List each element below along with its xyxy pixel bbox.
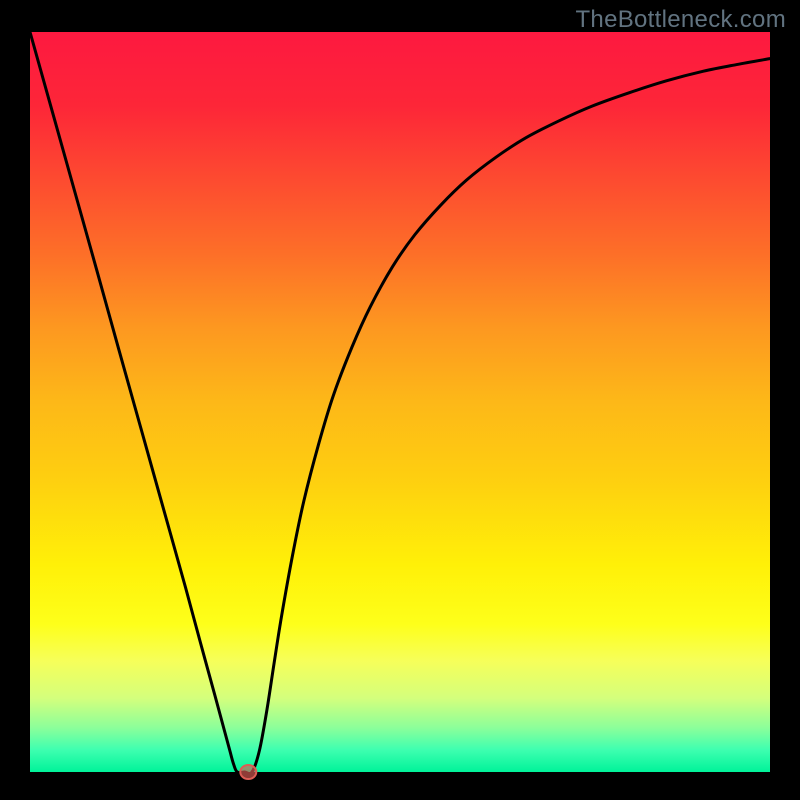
plot-background — [30, 32, 770, 772]
optimal-point-marker — [240, 765, 256, 779]
bottleneck-chart — [0, 0, 800, 800]
chart-stage: TheBottleneck.com — [0, 0, 800, 800]
